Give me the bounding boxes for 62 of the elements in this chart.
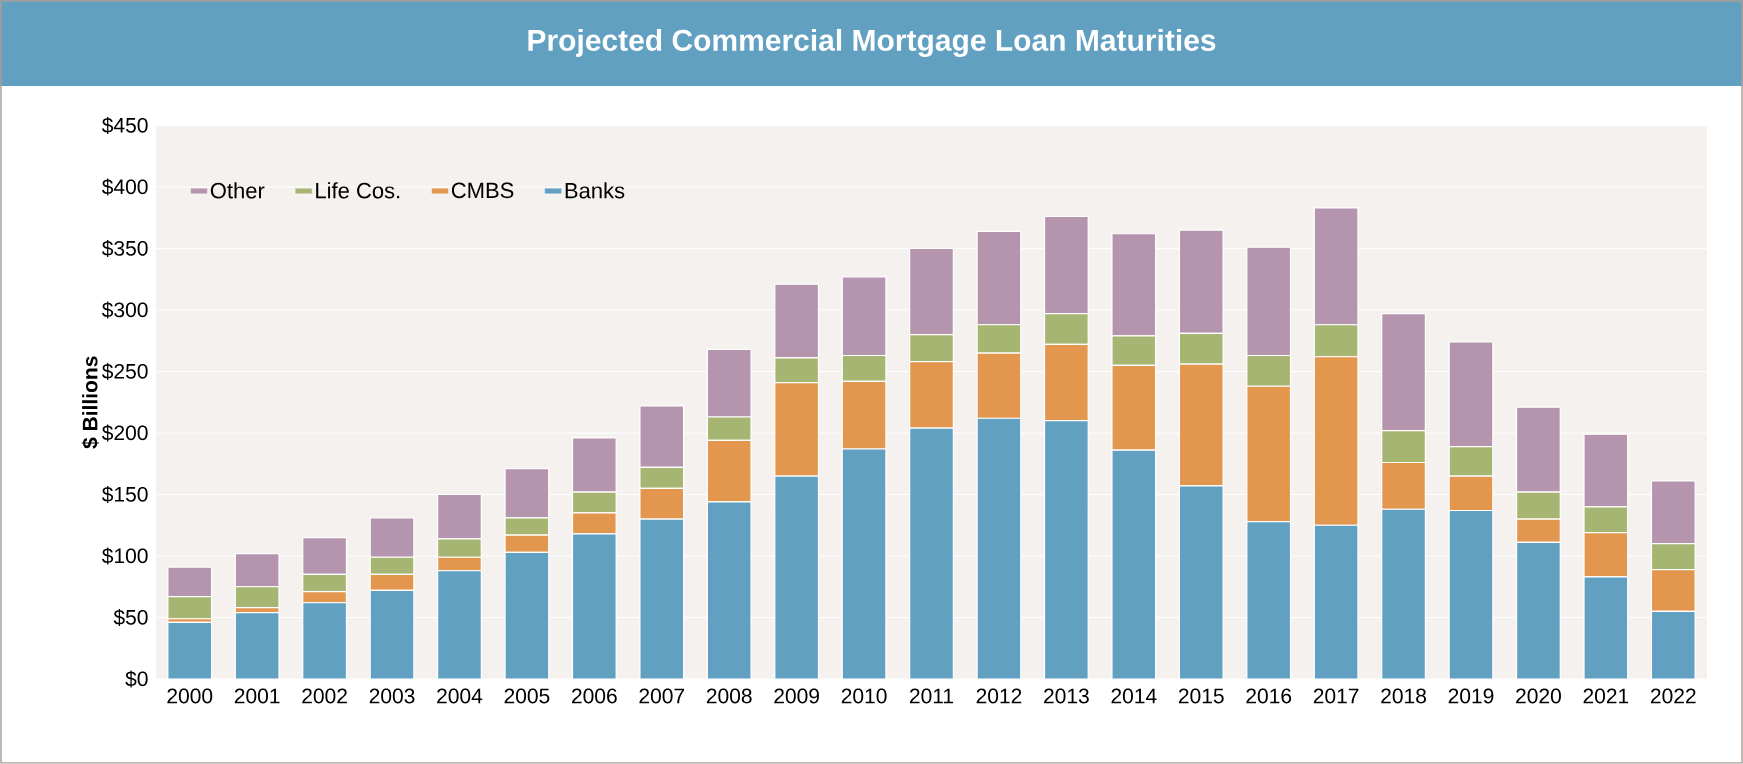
bar bbox=[909, 427, 954, 679]
x-tick-label: 2018 bbox=[1381, 688, 1426, 704]
bar bbox=[1043, 420, 1089, 679]
bar bbox=[976, 417, 1022, 679]
x-tick-label: 2012 bbox=[976, 688, 1022, 704]
bar bbox=[774, 475, 820, 679]
y-tick-label: $450 bbox=[101, 117, 148, 134]
legend-label: Banks bbox=[565, 182, 625, 199]
x-tick-label: 2020 bbox=[1516, 688, 1561, 704]
bar bbox=[706, 501, 752, 679]
x-tick-label: 2009 bbox=[774, 688, 819, 704]
chart-title: Projected Commercial Mortgage Loan Maturities bbox=[528, 28, 1216, 58]
x-tick-label: 2002 bbox=[302, 688, 347, 704]
y-tick-label: $400 bbox=[101, 178, 148, 196]
legend-label: CMBS bbox=[451, 182, 514, 199]
x-tick-label: 2010 bbox=[841, 688, 887, 704]
bar bbox=[841, 448, 887, 679]
bar bbox=[504, 551, 550, 679]
bar bbox=[1246, 520, 1292, 679]
y-tick-label: $350 bbox=[101, 240, 148, 257]
x-tick-label: 2014 bbox=[1111, 688, 1157, 704]
x-tick-label: 2000 bbox=[167, 688, 213, 704]
bar bbox=[1313, 524, 1359, 679]
bar bbox=[1650, 610, 1696, 679]
y-tick-label: $100 bbox=[101, 547, 148, 565]
bar bbox=[167, 621, 213, 679]
bar bbox=[234, 611, 280, 679]
x-tick-label: 2001 bbox=[234, 688, 280, 704]
legend-label: Life Cos. bbox=[316, 182, 400, 199]
bar bbox=[302, 602, 348, 679]
y-axis-title: $ Billions bbox=[81, 356, 99, 449]
bar bbox=[1178, 485, 1224, 679]
y-tick-label: $250 bbox=[101, 363, 148, 380]
x-tick-label: 2008 bbox=[706, 688, 752, 704]
bar bbox=[369, 589, 415, 679]
bar bbox=[437, 570, 482, 679]
x-tick-label: 2003 bbox=[369, 688, 415, 704]
y-tick-label: $300 bbox=[101, 301, 148, 319]
x-tick-label: 2004 bbox=[437, 688, 483, 704]
bar bbox=[1515, 541, 1561, 679]
bar bbox=[639, 518, 685, 679]
x-tick-label: 2005 bbox=[504, 688, 550, 704]
bar bbox=[1583, 576, 1629, 679]
x-tick-label: 2013 bbox=[1044, 688, 1089, 704]
x-tick-label: 2007 bbox=[639, 688, 685, 704]
y-tick-label: $150 bbox=[101, 486, 148, 503]
x-tick-label: 2019 bbox=[1448, 688, 1494, 704]
bar bbox=[1381, 508, 1426, 679]
x-tick-label: 2011 bbox=[909, 688, 954, 704]
y-tick-label: $0 bbox=[125, 670, 148, 688]
bar bbox=[1111, 449, 1157, 679]
x-tick-label: 2016 bbox=[1246, 688, 1292, 704]
bar bbox=[571, 533, 617, 679]
bar bbox=[1448, 509, 1494, 679]
x-tick-label: 2017 bbox=[1313, 688, 1359, 704]
x-tick-label: 2022 bbox=[1650, 688, 1696, 704]
x-tick-label: 2021 bbox=[1583, 688, 1629, 704]
y-tick-label: $200 bbox=[101, 424, 148, 442]
x-tick-label: 2015 bbox=[1178, 688, 1224, 704]
y-tick-label: $50 bbox=[113, 609, 148, 626]
x-tick-label: 2006 bbox=[572, 688, 617, 704]
legend-label: Other bbox=[210, 182, 265, 199]
